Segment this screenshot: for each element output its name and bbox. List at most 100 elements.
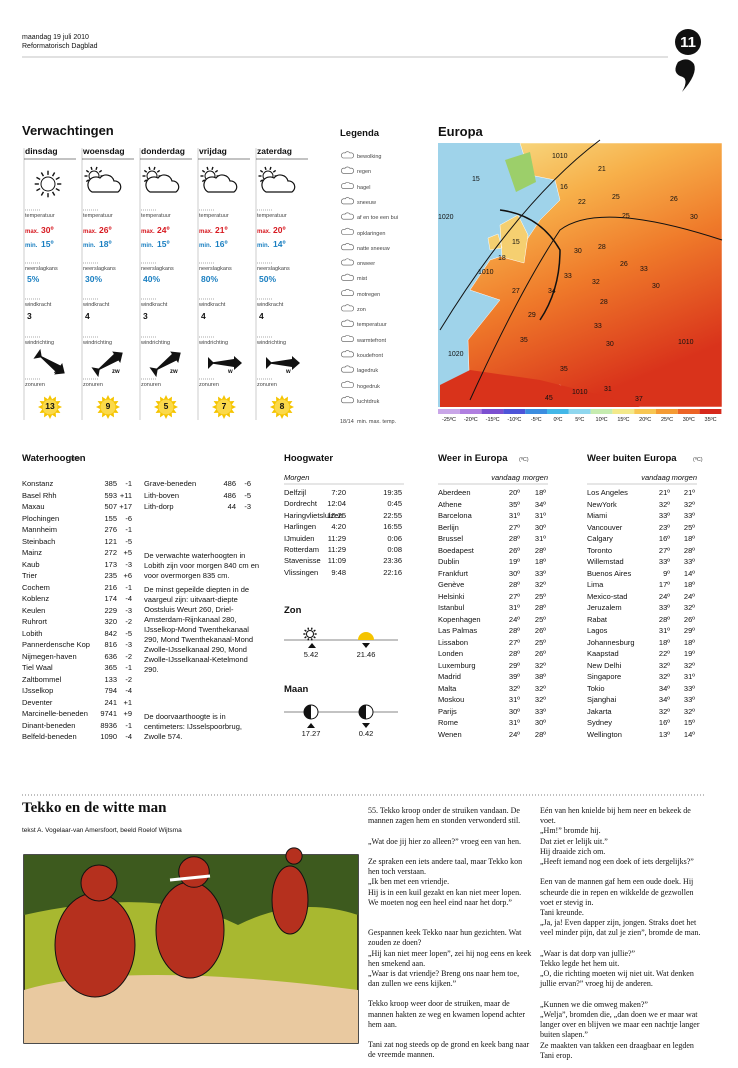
weather-row-value: 31º [534,511,546,520]
comic-text: „Ja, ja! Even dapper zijn, jongen. Strak… [540,918,701,938]
label: windrichting [25,340,55,346]
water-row-value: +11 [119,490,132,500]
scale-swatch [547,409,569,414]
tide-row-name: Delfzijl [284,488,307,497]
weather-row-value: 39º [508,672,520,681]
max-temp: 24º [157,225,170,235]
water-row-value: -3 [125,640,132,649]
map-label: 25 [622,213,630,220]
map-label: 1020 [438,214,454,221]
water-row-value: 216 [104,582,117,592]
comic-title: Tekko en de witte man [22,800,167,816]
british-isles [487,214,529,264]
water-row-value: 174 [104,594,117,603]
water-row-value: -5 [125,628,132,638]
weather-row-value: 28º [508,580,520,589]
weather-row-value: 33º [658,511,670,520]
weather-row-value: 24º [683,591,695,601]
sun-ray [313,629,316,632]
water-row-value: 276 [104,525,117,534]
map-label: 21 [598,166,606,173]
weather-row-name: Lima [587,580,604,589]
weather-row-name: New Delhi [587,660,622,670]
sun-ray [313,636,316,639]
weather-row-value: 29º [508,660,520,670]
map-label: 33 [594,323,602,330]
label: temperatuur [25,213,55,219]
scale-label: 35ºC [704,417,717,423]
sun-disc [274,399,290,415]
moon-phase [304,705,311,719]
water-row-value: +6 [123,571,132,580]
comic-text: „Kunnen we die omweg maken?” [540,999,648,1009]
map-label: 26 [620,261,628,268]
water-row-name: Lith-dorp [144,502,174,511]
legend-icon [341,365,354,373]
scale-swatch [525,409,547,414]
water-row-value: -1 [125,720,132,730]
label: neerslagkans [199,266,232,272]
note: De doorvaarthoogte is in centimeters: IJ… [144,712,242,741]
comic-text: „Waar is dat dorp van jullie?” [540,948,636,958]
scale-swatch [656,409,678,414]
tide-row-value: 11:29 [327,533,346,543]
weather-row-value: 28º [534,603,546,612]
rain-chance: 30% [85,274,103,284]
weather-row-value: 18º [534,557,546,566]
sun-icon [303,627,317,641]
map-label: 31 [604,386,612,393]
wind-arrow [266,356,300,370]
water-row-value: 593 [104,490,117,500]
weather-row-value: 33º [683,511,695,520]
water-row-value: 794 [104,686,117,695]
wind-direction: w [286,369,291,375]
tide-row-name: Vlissingen [284,567,319,577]
weather-row-name: Malta [438,683,457,693]
weather-row-value: 24º [508,614,520,624]
scale-swatch [634,409,656,414]
weather-row-value: 31º [508,718,520,727]
water-row-value: -1 [125,525,132,534]
water-row-value: -5 [125,536,132,546]
water-row-value: 235 [104,571,117,580]
sun-ray [55,187,60,192]
weather-row-name: Kaapstad [587,649,619,658]
sun-ray [51,191,56,196]
legend-item: zon [357,307,366,313]
day-name: vrijdag [199,146,227,156]
tide-row-value: 23:36 [383,556,402,566]
tide-row-value: 22:16 [383,567,402,577]
sun-ray [304,629,307,632]
min-temp: 15º [157,239,170,249]
weather-row-value: 13º [658,729,670,739]
sun-ray [148,166,151,171]
water-row-value: 133 [104,674,117,684]
weather-row-value: 21º [683,488,695,497]
weather-row-value: 20º [508,488,520,497]
weather-row-value: 18º [658,637,670,647]
map-label: 32 [592,279,600,286]
water-row-value: +5 [123,548,132,557]
weather-row-value: 26º [508,545,520,555]
label: zonuren [83,382,103,388]
comic-text: „Wat doe jij hier zo alleen?” vroeg een … [368,836,522,846]
weather-row-value: 30º [534,718,546,727]
map-label: 15 [512,239,520,246]
rain-chance: 80% [201,274,219,284]
legend-item: opklaringen [357,230,386,237]
weather-row-name: Londen [438,649,464,658]
arrow-tail [266,357,272,369]
scale-swatch [503,409,526,414]
tide-row-name: Dordrecht [284,499,317,509]
comic-text: „O, die richting moeten wij niet uit. Wa… [540,969,694,989]
weather-row-name: Sjanghai [587,695,617,704]
scale-label: 5ºC [575,417,585,423]
scale-label: 25ºC [660,417,674,423]
tide-row-name: IJmuiden [284,533,315,543]
weather-row-value: 18º [534,488,546,497]
map-label: 22 [578,199,586,206]
arrow [208,356,242,370]
water-row-name: Deventer [22,697,53,707]
arrow-down [362,643,370,648]
max-label: max. [25,229,39,235]
